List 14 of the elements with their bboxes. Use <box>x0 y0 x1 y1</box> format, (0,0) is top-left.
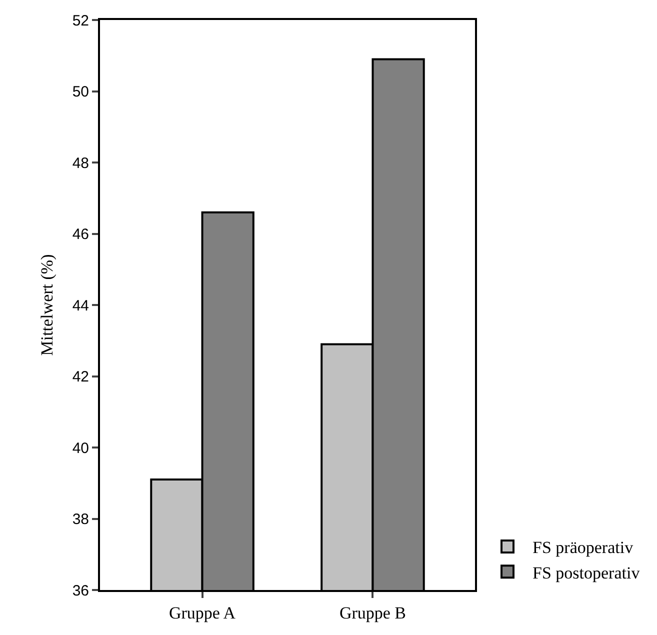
y-tick-label: 42 <box>72 368 89 386</box>
y-tick-label: 50 <box>72 84 89 100</box>
x-tick-label: Gruppe B <box>339 603 406 622</box>
x-tick-label: Gruppe A <box>168 603 236 622</box>
legend-label: FS präoperativ <box>532 538 634 558</box>
y-tick-label: 52 <box>72 12 89 30</box>
y-tick-label: 38 <box>72 511 89 528</box>
y-tick-label: 48 <box>72 154 89 172</box>
y-tick-label: 36 <box>72 582 89 600</box>
y-tick-label: 46 <box>72 226 89 243</box>
y-tick-label: 40 <box>72 440 89 457</box>
legend-label: FS postoperativ <box>532 563 640 582</box>
y-axis-title: Mittelwert (%) <box>37 254 56 356</box>
y-tick-label: 44 <box>72 297 89 314</box>
